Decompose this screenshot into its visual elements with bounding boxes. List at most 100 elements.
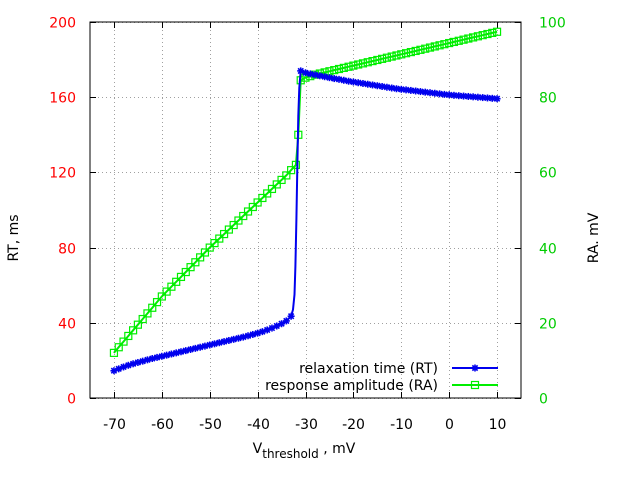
series-rt-point bbox=[249, 330, 257, 338]
xlabel: Vthreshold , mV bbox=[253, 441, 356, 461]
grid bbox=[90, 22, 521, 399]
series-ra-point bbox=[138, 314, 147, 324]
legend-label-rt: relaxation time (RT) bbox=[299, 361, 438, 377]
y-right-tick-label: 0 bbox=[539, 392, 548, 408]
series-rt-point bbox=[306, 70, 314, 78]
series-rt-point bbox=[196, 343, 204, 351]
series-rt-point bbox=[340, 76, 348, 84]
series-ra-point bbox=[162, 287, 171, 296]
series-rt-point bbox=[378, 82, 386, 90]
series-ra-point bbox=[416, 45, 425, 54]
series-ra-point bbox=[392, 51, 401, 60]
series-ra-point bbox=[191, 258, 200, 267]
series-ra-point bbox=[483, 29, 492, 39]
series-ra-point bbox=[397, 50, 406, 59]
series-ra-point bbox=[196, 253, 205, 262]
series-ra-point bbox=[186, 263, 195, 272]
series-rt-point bbox=[479, 94, 487, 102]
marker-stroke bbox=[359, 80, 367, 87]
series-rt-point bbox=[412, 87, 420, 95]
series-ra-point bbox=[406, 47, 415, 57]
series-ra-point bbox=[411, 46, 420, 56]
marker-stroke bbox=[321, 73, 328, 80]
xlabel-main: V bbox=[253, 441, 263, 457]
series-rt-point bbox=[153, 353, 161, 361]
legend-marker-ra bbox=[470, 380, 480, 390]
series-ra-point bbox=[469, 33, 478, 42]
series-ra-point bbox=[219, 229, 229, 239]
series-ra-point bbox=[267, 184, 277, 194]
series-ra-point bbox=[464, 34, 473, 43]
marker-stroke bbox=[287, 313, 295, 320]
series-rt-point bbox=[388, 84, 396, 92]
series-rt-point bbox=[421, 88, 429, 96]
series-ra-point bbox=[243, 207, 253, 216]
marker-stroke bbox=[326, 74, 333, 81]
series-ra-point bbox=[148, 303, 157, 312]
y-right-tick-label: 40 bbox=[539, 242, 557, 258]
series-ra-point bbox=[492, 27, 502, 36]
series-ra-point bbox=[210, 238, 219, 248]
ticks: -70 -60 -50 -40 -30 -20 -10 0 100408012016020002… bbox=[49, 16, 565, 434]
series-ra-point bbox=[114, 343, 123, 352]
marker-stroke bbox=[422, 88, 429, 96]
series-ra-point bbox=[229, 220, 238, 230]
marker-stroke bbox=[383, 84, 391, 91]
series-ra-point bbox=[382, 53, 392, 62]
marker-stroke bbox=[350, 78, 357, 86]
marker-stroke bbox=[364, 81, 371, 88]
series-ra-point bbox=[157, 292, 166, 301]
marker-stroke bbox=[316, 72, 324, 79]
marker-stroke bbox=[369, 81, 376, 89]
legend-label-ra: response amplitude (RA) bbox=[265, 378, 438, 394]
series-ra-point bbox=[363, 58, 372, 67]
y-left-tick-label: 40 bbox=[58, 317, 76, 333]
series-ra-point bbox=[181, 267, 190, 277]
series-ra-point bbox=[291, 160, 301, 169]
series-ra-point bbox=[344, 62, 353, 71]
y-right-tick-label: 60 bbox=[539, 166, 557, 182]
x-tick-label: -60 bbox=[151, 417, 174, 433]
marker-stroke bbox=[340, 77, 348, 84]
series-ra-point bbox=[373, 55, 382, 65]
marker-stroke bbox=[407, 87, 415, 94]
series-ra-point bbox=[473, 32, 482, 41]
x-tick-label: -50 bbox=[199, 417, 222, 433]
series-ra-point bbox=[449, 37, 459, 47]
legend-marker-rt bbox=[471, 364, 479, 372]
x-tick-label: -70 bbox=[103, 417, 126, 433]
series-ra-point bbox=[387, 52, 396, 61]
y-left-tick-label: 0 bbox=[67, 392, 76, 408]
series-ra-point bbox=[253, 198, 262, 207]
series-ra-point bbox=[248, 202, 257, 212]
series-layer bbox=[109, 27, 502, 375]
x-tick-label: -30 bbox=[295, 417, 318, 433]
marker-stroke bbox=[283, 317, 290, 325]
series-ra-point bbox=[224, 225, 233, 234]
marker-stroke bbox=[378, 83, 386, 90]
series-rt-point bbox=[134, 358, 142, 366]
series-ra-point bbox=[205, 243, 214, 252]
series-ra-point bbox=[258, 193, 267, 203]
series-ra-point bbox=[129, 326, 138, 335]
series-ra-point bbox=[282, 171, 291, 180]
series-rt-point bbox=[287, 312, 295, 320]
series-ra-point bbox=[330, 66, 339, 75]
y-left-tick-label: 160 bbox=[49, 91, 76, 107]
marker-stroke bbox=[436, 90, 443, 98]
marker-stroke bbox=[471, 364, 479, 372]
series-ra-point bbox=[124, 331, 133, 341]
series-ra-point bbox=[109, 348, 119, 357]
marker-stroke bbox=[374, 82, 381, 89]
y-right-tick-label: 100 bbox=[539, 16, 566, 32]
series-ra-point bbox=[358, 59, 368, 68]
marker-stroke bbox=[417, 88, 424, 95]
ylabel-right: RA. mV bbox=[586, 212, 602, 263]
marker-stroke bbox=[412, 87, 419, 95]
series-rt-point bbox=[493, 95, 501, 103]
x-tick-label: -10 bbox=[390, 417, 413, 433]
series-ra-point bbox=[454, 36, 463, 45]
marker-stroke bbox=[297, 67, 304, 75]
y-left-tick-label: 80 bbox=[58, 242, 76, 258]
